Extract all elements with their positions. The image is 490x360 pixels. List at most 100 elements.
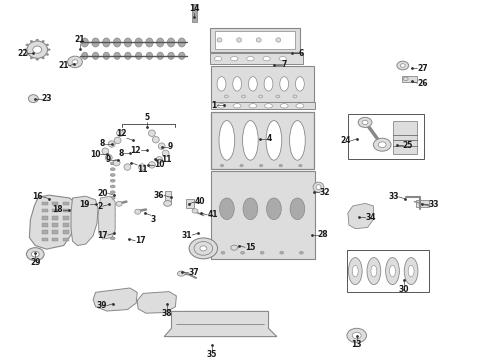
Bar — [52, 216, 58, 220]
Ellipse shape — [233, 77, 242, 91]
Ellipse shape — [26, 248, 44, 261]
Ellipse shape — [403, 77, 408, 81]
Ellipse shape — [117, 130, 123, 136]
Bar — [63, 230, 69, 234]
Bar — [52, 230, 58, 234]
Ellipse shape — [72, 60, 78, 64]
Ellipse shape — [105, 154, 112, 161]
Text: 8: 8 — [118, 149, 123, 158]
Text: 18: 18 — [52, 205, 63, 214]
Text: 23: 23 — [42, 94, 52, 103]
Ellipse shape — [265, 104, 272, 108]
Ellipse shape — [139, 164, 146, 170]
Text: 40: 40 — [195, 197, 205, 207]
Bar — [63, 223, 69, 227]
Text: 14: 14 — [189, 4, 199, 13]
Text: 26: 26 — [417, 78, 428, 87]
Text: 19: 19 — [79, 200, 90, 209]
Ellipse shape — [156, 38, 164, 47]
Ellipse shape — [218, 104, 225, 108]
Bar — [42, 238, 48, 241]
Text: 2: 2 — [98, 202, 103, 211]
Ellipse shape — [46, 44, 49, 46]
Bar — [52, 202, 58, 205]
Ellipse shape — [299, 251, 303, 254]
Text: 30: 30 — [398, 285, 409, 294]
Ellipse shape — [240, 164, 243, 167]
Bar — [63, 238, 69, 241]
Ellipse shape — [194, 242, 213, 255]
Text: 12: 12 — [130, 146, 141, 155]
Ellipse shape — [295, 77, 304, 91]
Ellipse shape — [230, 57, 238, 61]
Bar — [42, 202, 48, 205]
Ellipse shape — [135, 52, 142, 59]
Polygon shape — [164, 311, 277, 337]
Ellipse shape — [408, 265, 414, 277]
Text: 33: 33 — [428, 200, 439, 209]
Ellipse shape — [263, 57, 270, 61]
Text: 10: 10 — [154, 160, 165, 169]
Bar — [348, 114, 424, 159]
Ellipse shape — [81, 38, 88, 47]
Ellipse shape — [110, 202, 115, 205]
Ellipse shape — [243, 121, 258, 160]
Ellipse shape — [373, 138, 391, 151]
Bar — [52, 209, 58, 212]
Ellipse shape — [280, 77, 289, 91]
Ellipse shape — [110, 237, 115, 240]
Ellipse shape — [242, 95, 245, 98]
Text: 15: 15 — [245, 243, 255, 252]
Ellipse shape — [313, 182, 324, 192]
Bar — [416, 200, 429, 207]
Ellipse shape — [92, 38, 99, 47]
Bar — [211, 112, 314, 169]
Ellipse shape — [189, 238, 218, 259]
Ellipse shape — [367, 258, 381, 284]
Ellipse shape — [156, 157, 163, 163]
Ellipse shape — [352, 332, 361, 339]
Polygon shape — [137, 292, 176, 313]
Text: 41: 41 — [207, 210, 218, 219]
Ellipse shape — [221, 251, 225, 254]
Bar — [42, 216, 48, 220]
Ellipse shape — [200, 246, 207, 251]
Text: 24: 24 — [341, 136, 351, 145]
Ellipse shape — [124, 164, 131, 170]
Ellipse shape — [158, 143, 165, 149]
Ellipse shape — [102, 148, 109, 154]
Ellipse shape — [146, 52, 153, 59]
Text: 36: 36 — [154, 191, 164, 200]
Text: 20: 20 — [98, 189, 108, 198]
Polygon shape — [93, 288, 137, 311]
Bar — [211, 171, 315, 259]
Ellipse shape — [280, 104, 288, 108]
Polygon shape — [348, 203, 373, 229]
Ellipse shape — [110, 191, 115, 194]
Ellipse shape — [164, 201, 171, 206]
Ellipse shape — [276, 38, 281, 42]
Ellipse shape — [192, 209, 198, 213]
Ellipse shape — [220, 198, 234, 220]
Ellipse shape — [298, 164, 302, 167]
Ellipse shape — [110, 185, 115, 188]
Ellipse shape — [233, 104, 241, 108]
Ellipse shape — [26, 44, 28, 46]
Bar — [393, 121, 416, 154]
Text: 17: 17 — [135, 236, 146, 246]
Ellipse shape — [33, 46, 42, 53]
Ellipse shape — [378, 142, 386, 148]
Ellipse shape — [247, 57, 254, 61]
Ellipse shape — [110, 162, 115, 165]
Ellipse shape — [280, 251, 284, 254]
Bar — [165, 191, 171, 204]
Ellipse shape — [30, 40, 32, 42]
Ellipse shape — [276, 95, 280, 98]
Ellipse shape — [260, 164, 263, 167]
Polygon shape — [98, 196, 115, 239]
Ellipse shape — [279, 164, 282, 167]
Text: 3: 3 — [151, 215, 156, 224]
Text: 28: 28 — [318, 230, 328, 239]
Text: 13: 13 — [351, 340, 362, 349]
Ellipse shape — [259, 95, 263, 98]
